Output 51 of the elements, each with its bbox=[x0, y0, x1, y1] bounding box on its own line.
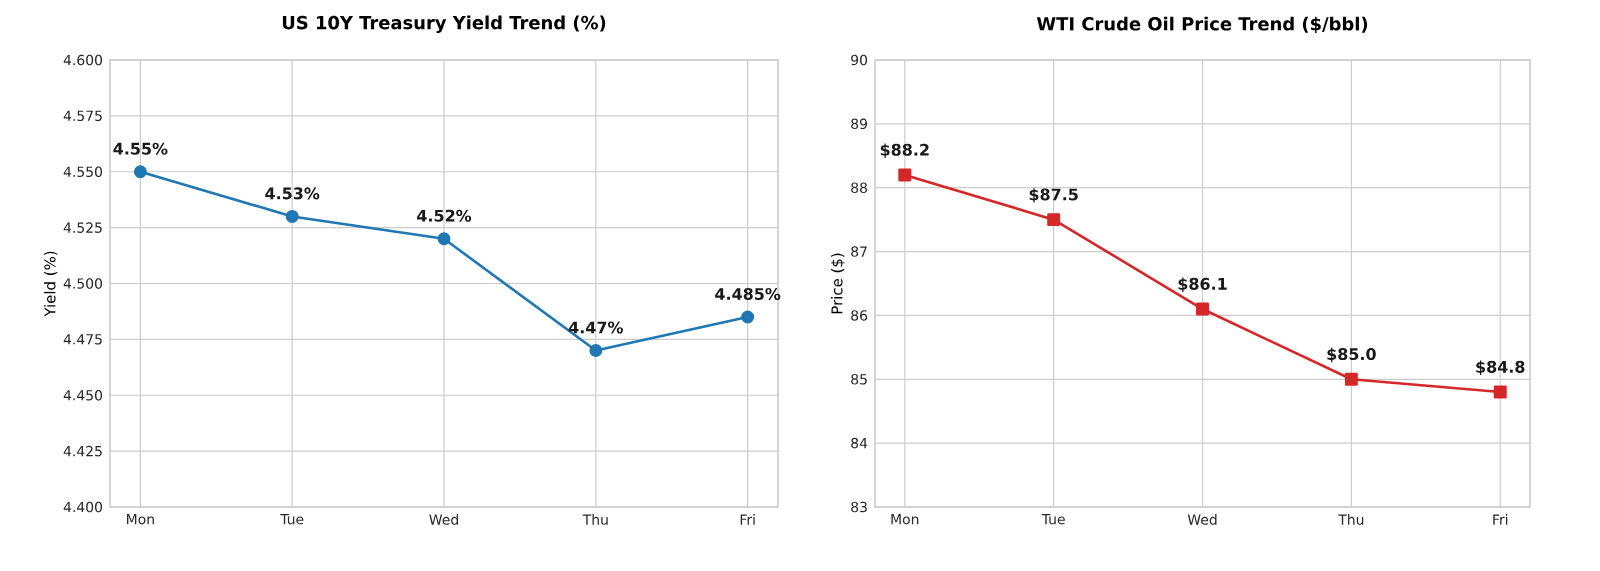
y-tick-label: 83 bbox=[851, 501, 867, 513]
point bbox=[898, 168, 912, 182]
x-tick-label: Tue bbox=[1041, 514, 1065, 525]
point bbox=[1047, 213, 1061, 227]
x-tick-label: Wed bbox=[429, 514, 458, 525]
y-tick-label: 4.475 bbox=[63, 334, 102, 345]
data-label: 4.52% bbox=[417, 209, 472, 222]
y-tick-label: 86 bbox=[851, 310, 868, 321]
y-tick-label: 4.450 bbox=[63, 389, 103, 401]
y-tick-label: 85 bbox=[851, 374, 867, 385]
x-tick-label: Fri bbox=[740, 514, 755, 525]
y-tick-label: 88 bbox=[851, 182, 867, 193]
chart-title: WTI Crude Oil Price Trend ($/bbl) bbox=[1036, 16, 1368, 33]
point bbox=[1344, 372, 1358, 386]
x-tick-label: Mon bbox=[127, 514, 154, 525]
y-tick-label: 87 bbox=[851, 246, 867, 257]
data-label: $88.2 bbox=[880, 143, 929, 158]
point bbox=[133, 165, 147, 179]
y-tick-label: 84 bbox=[851, 437, 868, 449]
y-tick-label: 4.525 bbox=[63, 222, 102, 233]
x-tick-label: Wed bbox=[1187, 514, 1217, 525]
x-tick-label: Mon bbox=[891, 514, 919, 525]
point bbox=[589, 344, 603, 358]
data-label: 4.55% bbox=[113, 142, 168, 155]
x-tick-label: Fri bbox=[1493, 514, 1508, 525]
y-axis-title: Price ($) bbox=[831, 253, 845, 314]
y-tick-label: 4.575 bbox=[63, 110, 102, 122]
data-label: $85.0 bbox=[1327, 347, 1376, 363]
point bbox=[1196, 302, 1209, 316]
point bbox=[285, 209, 299, 223]
y-tick-label: 4.500 bbox=[63, 278, 103, 289]
y-tick-label: 89 bbox=[851, 118, 867, 130]
y-tick-label: 4.550 bbox=[63, 166, 103, 178]
x-tick-label: Tue bbox=[280, 514, 304, 525]
point bbox=[1493, 385, 1507, 399]
data-label: 4.485% bbox=[715, 287, 781, 300]
data-label: 4.53% bbox=[265, 187, 320, 200]
y-tick-label: 4.425 bbox=[63, 445, 102, 457]
y-tick-label: 90 bbox=[851, 54, 868, 66]
chart-title: US 10Y Treasury Yield Trend (%) bbox=[282, 15, 606, 33]
data-label: $87.5 bbox=[1029, 188, 1078, 203]
data-label: $84.8 bbox=[1476, 360, 1525, 376]
data-label: $86.1 bbox=[1178, 277, 1227, 292]
point bbox=[741, 310, 755, 324]
data-label: 4.47% bbox=[568, 321, 623, 334]
y-axis-title: Yield (%) bbox=[44, 251, 58, 317]
x-tick-label: Thu bbox=[1338, 514, 1364, 525]
y-tick-label: 4.600 bbox=[63, 54, 103, 66]
point bbox=[437, 232, 451, 246]
x-tick-label: Thu bbox=[582, 514, 608, 525]
y-tick-label: 4.400 bbox=[63, 501, 103, 513]
